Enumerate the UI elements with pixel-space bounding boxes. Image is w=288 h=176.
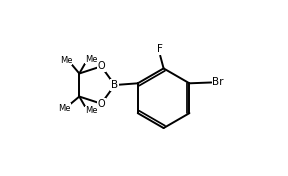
Text: F: F [157,44,163,54]
Text: Br: Br [213,77,224,87]
Text: O: O [97,61,105,71]
Text: B: B [111,80,118,90]
Text: Me: Me [85,55,97,64]
Text: Me: Me [60,56,72,65]
Text: Me: Me [85,106,97,115]
Text: O: O [97,99,105,109]
Text: Me: Me [58,104,71,113]
